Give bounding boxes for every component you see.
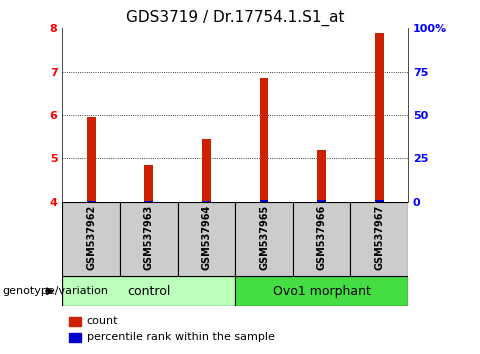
Bar [375, 200, 384, 202]
Bar [120, 202, 178, 276]
Bar [235, 202, 293, 276]
Text: GSM537962: GSM537962 [86, 205, 96, 270]
Bar [350, 202, 408, 276]
Text: GSM537963: GSM537963 [144, 205, 154, 270]
Bar [235, 276, 408, 306]
Bar [62, 276, 235, 306]
Title: GDS3719 / Dr.17754.1.S1_at: GDS3719 / Dr.17754.1.S1_at [126, 9, 345, 25]
Text: count: count [86, 316, 118, 326]
Bar [144, 201, 153, 202]
Text: percentile rank within the sample: percentile rank within the sample [86, 332, 275, 342]
Text: Ovo1 morphant: Ovo1 morphant [273, 285, 371, 298]
Bar [317, 150, 326, 202]
Bar [260, 200, 268, 202]
Text: GSM537964: GSM537964 [202, 205, 211, 270]
Text: GSM537965: GSM537965 [259, 205, 269, 270]
Bar [69, 317, 82, 326]
Bar [202, 201, 211, 202]
Bar [87, 201, 96, 202]
Text: GSM537967: GSM537967 [374, 205, 384, 270]
Bar [293, 202, 350, 276]
Bar [69, 333, 82, 342]
Bar [202, 139, 211, 202]
Bar [375, 33, 384, 202]
Bar [87, 117, 96, 202]
Bar [62, 202, 120, 276]
Text: control: control [127, 285, 170, 298]
Bar [178, 202, 235, 276]
Text: genotype/variation: genotype/variation [2, 286, 108, 296]
Bar [317, 200, 326, 202]
Bar [260, 78, 268, 202]
Bar [144, 165, 153, 202]
Text: GSM537966: GSM537966 [317, 205, 326, 270]
